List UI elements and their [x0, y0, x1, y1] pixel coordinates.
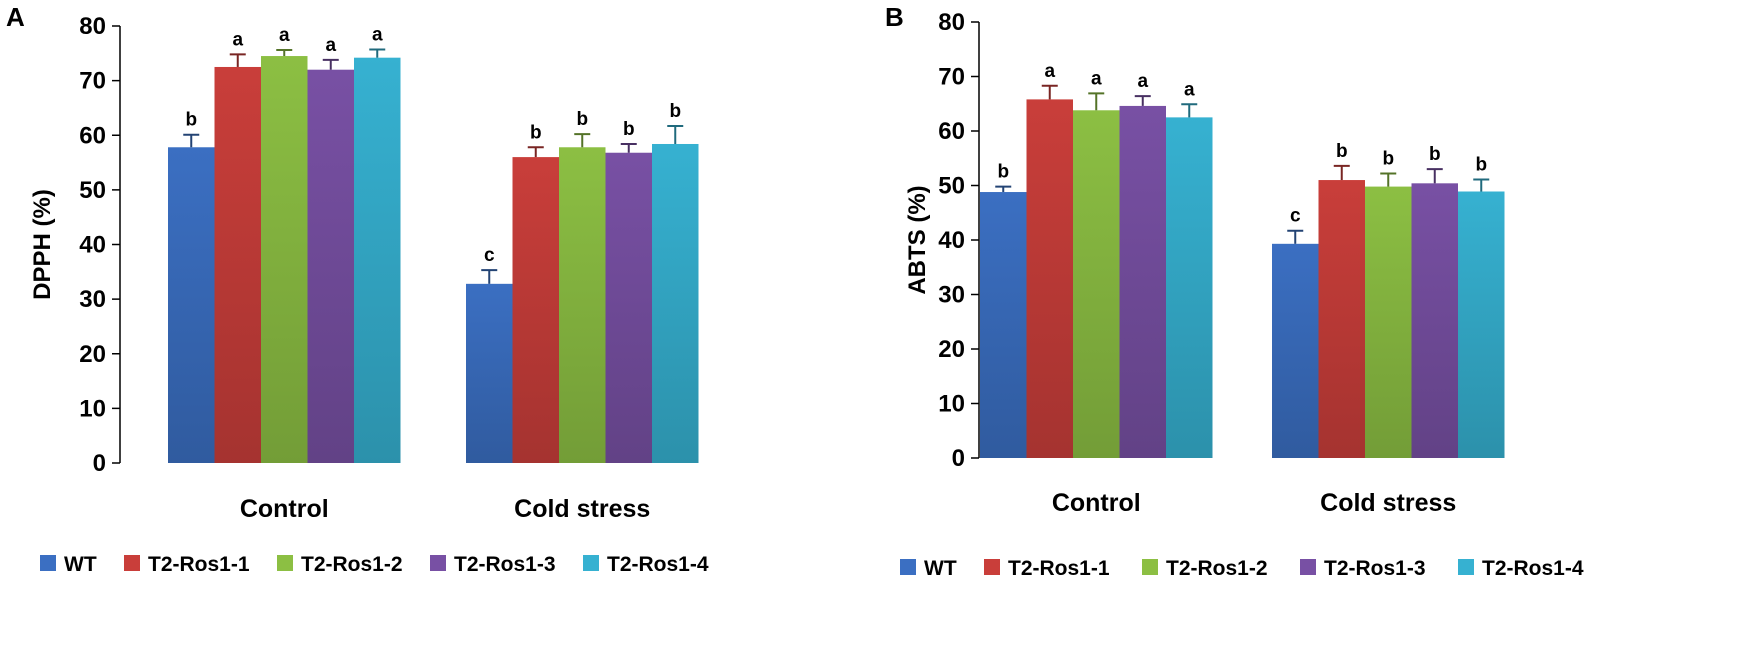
abts-bar-chart: B 0 10 20 30 40 50 60 70 80 ABTS (%) b a a a a Control c b…: [885, 2, 1584, 580]
significance-letter: a: [1184, 79, 1195, 100]
significance-letter: b: [185, 110, 197, 131]
legend-label: WT: [924, 557, 957, 580]
significance-letter: a: [325, 35, 336, 56]
significance-letter: b: [997, 162, 1009, 183]
significance-letter: b: [623, 119, 635, 140]
category-label: Control: [240, 495, 329, 523]
significance-letter: b: [1429, 144, 1441, 165]
y-tick-label: 10: [79, 395, 106, 422]
bar-T2-Ros1-4-Cold-stress: [652, 143, 699, 464]
y-axis-label: DPPH (%): [29, 189, 56, 300]
y-tick-label: 10: [938, 391, 965, 418]
category-label: Cold stress: [1320, 489, 1456, 517]
bar-T2-Ros1-2-Control: [1073, 110, 1120, 458]
significance-letter: b: [669, 101, 681, 122]
panel-label: B: [885, 2, 904, 32]
significance-letter: b: [530, 122, 542, 143]
y-tick-label: 80: [938, 9, 965, 36]
bar-T2-Ros1-2-Cold-stress: [1365, 186, 1412, 458]
significance-letter: c: [1290, 206, 1301, 227]
y-tick-label: 60: [79, 122, 106, 149]
bar-WT-Control: [980, 192, 1027, 459]
legend-swatch: [583, 555, 599, 571]
bar-T2-Ros1-4-Cold-stress: [1458, 191, 1505, 458]
legend-swatch: [40, 555, 56, 571]
bar-T2-Ros1-1-Cold-stress: [1318, 180, 1365, 459]
legend-label: T2-Ros1-4: [1482, 557, 1584, 580]
significance-letter: a: [372, 24, 383, 45]
y-tick-label: 20: [79, 341, 106, 368]
bar-T2-Ros1-1-Control: [1026, 99, 1073, 458]
significance-letter: b: [1475, 155, 1487, 176]
y-tick-label: 50: [938, 173, 965, 200]
bar-T2-Ros1-2-Cold-stress: [559, 147, 606, 463]
bar-T2-Ros1-1-Control: [214, 66, 261, 463]
bar-T2-Ros1-3-Control: [1119, 105, 1166, 459]
category-label: Cold stress: [514, 495, 650, 523]
bar-WT-Control: [168, 147, 215, 463]
y-tick-label: 50: [79, 177, 106, 204]
bar-T2-Ros1-4-Control: [354, 57, 401, 464]
legend-swatch: [277, 555, 293, 571]
significance-letter: a: [279, 25, 290, 46]
legend-label: T2-Ros1-3: [454, 553, 556, 576]
significance-letter: a: [1044, 61, 1055, 82]
legend-swatch: [124, 555, 140, 571]
significance-letter: b: [576, 109, 588, 130]
y-tick-label: 40: [79, 232, 106, 259]
legend-swatch: [430, 555, 446, 571]
y-tick-label: 0: [93, 450, 106, 477]
panel-label: A: [6, 2, 25, 32]
bar-T2-Ros1-4-Control: [1166, 117, 1213, 458]
dpph-bar-chart: A 0 10 20 30 40 50 60 70 80 DPPH (%) b a a a a Control c b…: [6, 2, 709, 576]
significance-letter: c: [484, 245, 495, 266]
y-axis-label: ABTS (%): [904, 185, 931, 294]
bar-T2-Ros1-1-Cold-stress: [512, 157, 559, 463]
significance-letter: a: [1137, 71, 1148, 92]
y-tick-label: 0: [952, 445, 965, 472]
legend-label: T2-Ros1-2: [1166, 557, 1268, 580]
y-tick-label: 60: [938, 118, 965, 145]
y-tick-label: 70: [938, 64, 965, 91]
legend-swatch: [900, 559, 916, 575]
bar-WT-Cold-stress: [1272, 243, 1319, 458]
chart-panel-b: B 0 10 20 30 40 50 60 70 80 ABTS (%) b a a a a Control c b…: [875, 0, 1750, 654]
bar-T2-Ros1-2-Control: [261, 56, 308, 463]
y-tick-label: 70: [79, 68, 106, 95]
bar-T2-Ros1-3-Cold-stress: [605, 152, 652, 464]
y-tick-label: 40: [938, 227, 965, 254]
y-tick-label: 80: [79, 13, 106, 40]
bar-WT-Cold-stress: [466, 283, 513, 463]
category-label: Control: [1052, 489, 1141, 517]
legend-label: T2-Ros1-3: [1324, 557, 1426, 580]
legend-label: T2-Ros1-2: [301, 553, 403, 576]
y-tick-label: 30: [79, 286, 106, 313]
significance-letter: b: [1382, 149, 1394, 170]
legend-swatch: [1458, 559, 1474, 575]
legend-label: WT: [64, 553, 97, 576]
legend-label: T2-Ros1-1: [1008, 557, 1110, 580]
legend-label: T2-Ros1-1: [148, 553, 250, 576]
y-tick-label: 20: [938, 336, 965, 363]
legend-swatch: [1300, 559, 1316, 575]
significance-letter: a: [232, 29, 243, 50]
legend-label: T2-Ros1-4: [607, 553, 709, 576]
bar-T2-Ros1-3-Control: [307, 69, 354, 463]
bar-T2-Ros1-3-Cold-stress: [1411, 183, 1458, 458]
chart-panel-a: A 0 10 20 30 40 50 60 70 80 DPPH (%) b a a a a Control c b…: [0, 0, 875, 654]
significance-letter: b: [1336, 141, 1348, 162]
y-tick-label: 30: [938, 282, 965, 309]
legend-swatch: [984, 559, 1000, 575]
significance-letter: a: [1091, 68, 1102, 89]
legend-swatch: [1142, 559, 1158, 575]
